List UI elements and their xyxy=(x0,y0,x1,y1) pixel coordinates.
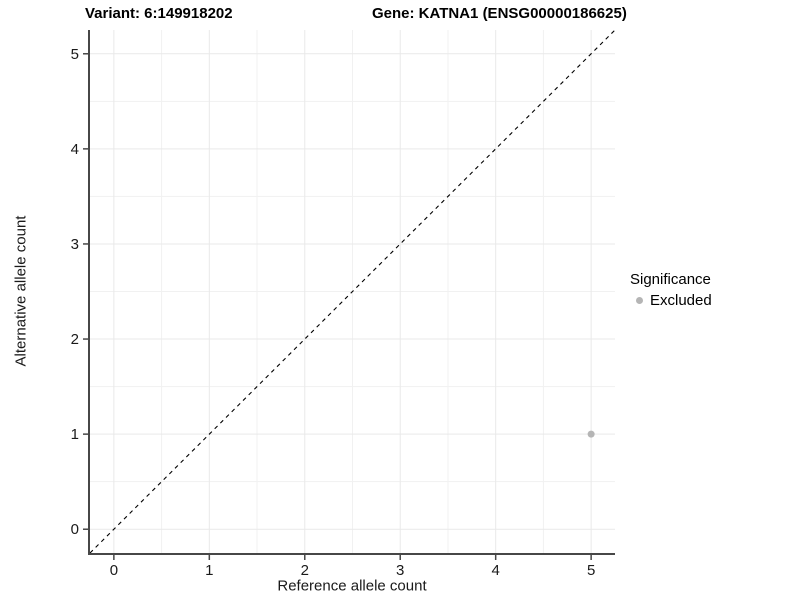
x-tick-label: 2 xyxy=(301,562,309,579)
x-tick-label: 1 xyxy=(205,562,213,579)
x-tick-label: 3 xyxy=(396,562,404,579)
plot-title-variant: Variant: 6:149918202 xyxy=(85,5,233,22)
y-axis-label: Alternative allele count xyxy=(12,215,30,367)
x-tick-label: 4 xyxy=(492,562,500,579)
legend-item-label: Excluded xyxy=(650,292,712,309)
legend-item-excluded: Excluded xyxy=(630,292,712,309)
x-axis-label: Reference allele count xyxy=(277,577,427,595)
data-point xyxy=(587,430,595,438)
excluded-point-icon xyxy=(636,297,643,304)
identity-reference-line xyxy=(89,29,616,554)
plot-title-gene: Gene: KATNA1 (ENSG00000186625) xyxy=(372,5,627,22)
y-tick-label: 1 xyxy=(71,426,79,443)
y-tick-label: 5 xyxy=(71,46,79,63)
y-tick-label: 2 xyxy=(71,331,79,348)
legend: Significance Excluded xyxy=(630,271,712,309)
y-tick-label: 4 xyxy=(71,141,79,158)
y-tick-label: 3 xyxy=(71,236,79,253)
y-tick-label: 0 xyxy=(71,521,79,538)
x-tick-label: 5 xyxy=(587,562,595,579)
x-tick-label: 0 xyxy=(110,562,118,579)
legend-title: Significance xyxy=(630,271,711,288)
